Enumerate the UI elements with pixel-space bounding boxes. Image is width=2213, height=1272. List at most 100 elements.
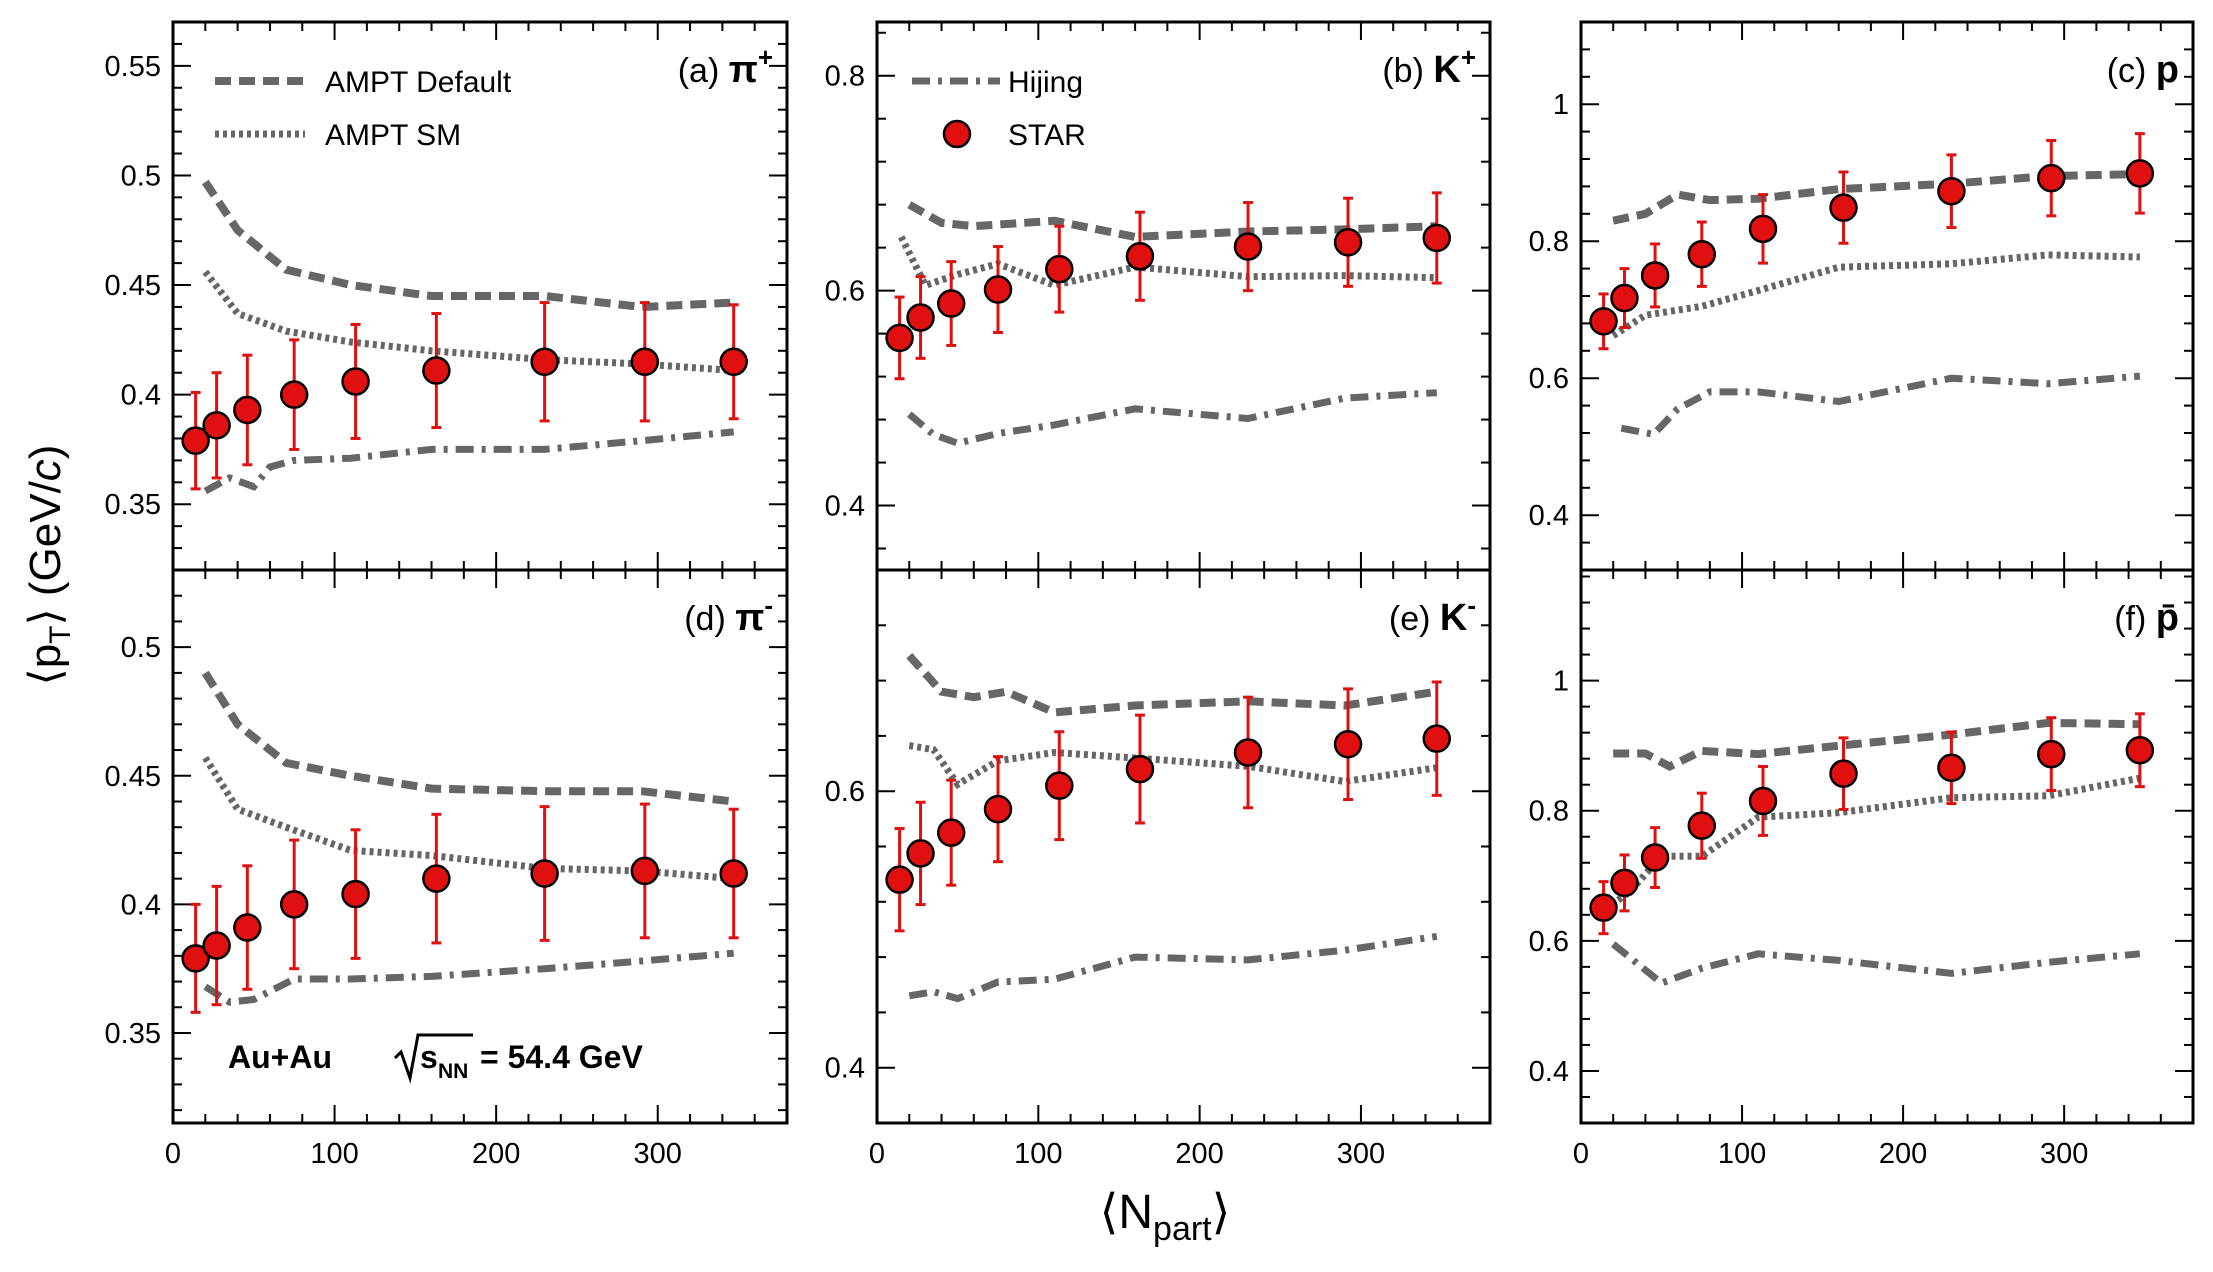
panel-d-ytick-label: 0.45 [105,761,161,793]
panel-d-xtick-label: 0 [165,1138,181,1170]
panel-a-label: (a) π+ [678,42,773,91]
legend-ampt-default-label: AMPT Default [325,66,512,99]
panel-b-star-point [906,303,935,332]
panel-d-hijing-line [203,949,734,1006]
panel-f-star-point [1640,843,1670,872]
panel-d: 0.35 0.4 0.45 0.5 0 100 200 300 (d) π- [105,568,789,1170]
panel-e-star-point [983,794,1013,824]
panel-d-ytick-label: 0.5 [121,632,161,664]
panel-d-star-point [181,944,210,973]
x-axis-title: ⟨Npart⟩ [1100,1186,1231,1248]
svg-text:⟨Npart⟩: ⟨Npart⟩ [1100,1186,1231,1248]
panel-b-ampt-sm-line [898,235,1437,290]
panel-c-star-point [2037,163,2066,193]
panel-d-star-point [422,864,451,893]
panel-a-star-point [422,356,451,385]
panels-layer: 0.350.40.450.50.55 (a) π+0.40.60.8 (b) K+0… [105,20,2195,1170]
panel-f-ampt-default-line [1613,718,2140,771]
panel-e-star-point [1333,729,1363,759]
panel-e-star-point [1125,754,1155,784]
panel-d-star-point [279,890,309,919]
panel-a-ytick-label: 0.45 [105,270,161,302]
panel-f-xtick-label: 300 [2040,1138,2088,1170]
legend-star-marker [942,119,972,149]
panel-c-star-point [2125,159,2155,188]
panel-e-xtick-label: 200 [1175,1138,1223,1170]
panel-f-star-point [1748,786,1778,816]
panel-d-star-point [202,931,231,960]
panel-a-ytick-label: 0.35 [105,489,161,521]
panel-b: 0.4 0.6 0.8 (b) K+ [825,20,1492,572]
panel-b-star-point [1045,254,1074,284]
panel-b-star-point [1233,232,1263,261]
panel-d-ampt-default-line [201,670,735,806]
panel-f-star-point [1589,893,1618,922]
panel-f-xtick-label: 100 [1718,1138,1766,1170]
panel-c-star-point [1937,176,1966,206]
panel-d-ampt-sm-line [202,755,734,883]
panel-a-ytick-label: 0.55 [105,51,161,83]
panel-c-star-point [1589,307,1618,336]
panel-f-xtick-label: 200 [1879,1138,1927,1170]
panel-f-star-point [1937,753,1966,783]
panel-d-xtick-label: 100 [310,1138,358,1170]
panel-b-ytick-label: 0.6 [825,276,865,308]
panel-d-star-point [630,856,660,886]
panel-b-hijing-line [907,389,1438,447]
panel-e-ampt-sm-line [908,742,1438,789]
panel-a-star-point [233,395,262,425]
system-annotation: Au+Au s NN = 54.4 GeV [228,1033,643,1084]
legend-ampt: AMPT Default AMPT SM [215,66,512,152]
panel-c-star-point [1640,261,1670,290]
panel-c: 0.4 0.6 0.8 1 (c) p [1529,20,2195,572]
panel-f-hijing-line [1611,941,2141,988]
panel-d-star-point [530,859,559,888]
panel-f-star-point [2125,735,2155,765]
panel-e-label: (e) K- [1389,590,1476,639]
panel-a: 0.35 0.4 0.45 0.5 0.55 (a) π+ [105,20,789,572]
panel-c-star-point [1829,193,1858,222]
panel-a-star-point [341,367,370,396]
panel-d-star-point [341,879,370,909]
panel-f-frame [1579,568,2195,1125]
panel-e-ytick-label: 0.4 [825,1053,865,1085]
panel-b-ytick-label: 0.8 [825,61,865,93]
legend-star-label: STAR [1008,119,1086,152]
panel-e-frame [875,568,1492,1125]
panel-d-xtick-label: 200 [472,1138,520,1170]
panel-e-star-point [936,818,966,847]
panel-e-ampt-default-line [906,653,1438,717]
panel-a-star-point [719,347,748,377]
legend-hijing-star: Hijing STAR [912,66,1086,152]
panel-d-label: (d) π- [684,590,773,639]
panel-f-ytick-label: 0.8 [1529,796,1569,828]
panel-f-star-point [1687,811,1717,840]
panel-e: 0.4 0.6 0 100 200 300 (e) K- [825,568,1492,1170]
svg-text:⟨pT⟩ (GeV/c): ⟨pT⟩ (GeV/c) [21,445,77,686]
legend-hijing-label: Hijing [1008,66,1083,99]
panel-d-frame [171,568,789,1125]
panel-c-label: (c) p [2107,49,2179,91]
panel-f-ytick-label: 1 [1553,666,1569,698]
panel-b-ytick-label: 0.4 [825,491,865,523]
panel-e-star-point [1422,724,1452,753]
panel-f-ytick-label: 0.4 [1529,1056,1569,1088]
panel-a-ampt-sm-line [202,269,734,374]
panel-a-star-point [181,426,210,455]
panel-f-star-point [2037,739,2066,769]
panel-e-star-point [906,839,935,868]
panel-a-hijing-line [203,428,735,495]
panel-e-xtick-label: 0 [869,1138,885,1170]
panel-d-star-point [233,913,262,942]
panel-d-star-point [719,859,748,888]
panel-f-star-point [1610,868,1639,898]
panel-b-star-point [885,323,914,353]
panel-a-star-point [630,347,660,377]
panel-e-star-point [885,865,914,894]
panel-e-star-point [1233,738,1263,767]
panel-c-star-point [1748,214,1778,244]
panel-d-ytick-label: 0.35 [105,1018,161,1050]
panel-c-ytick-label: 0.8 [1529,226,1569,258]
panel-d-ytick-label: 0.4 [121,889,161,921]
